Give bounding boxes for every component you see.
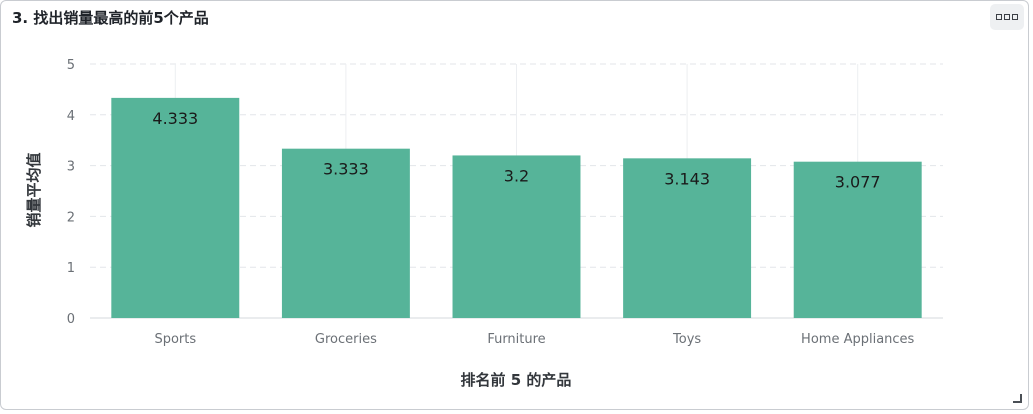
more-options-icon-dot [1012,14,1018,20]
bar-groceries [281,148,410,318]
y-axis-title: 销量平均值 [25,152,43,227]
bar-sports [111,97,240,318]
x-tick-labels: Sports Groceries Furniture Toys Home Applian… [154,332,914,347]
x-tick-label: Home Appliances [801,332,914,347]
x-axis-title: 排名前 5 的产品 [461,371,572,389]
y-tick-label: 0 [67,312,75,327]
y-tick-label: 3 [67,160,75,175]
x-tick-label: Furniture [487,332,545,347]
bar-home-appliances [793,161,922,318]
bars: 4.333 3.333 3.2 3.143 3.077 [111,97,922,318]
resize-handle-icon[interactable] [1013,394,1022,403]
bar-furniture [452,155,581,318]
bar-toys [623,158,752,318]
panel-title: 3. 找出销量最高的前5个产品 [12,9,209,27]
more-options-button[interactable] [990,4,1024,30]
data-label: 3.143 [664,169,710,188]
data-label: 3.333 [323,160,369,179]
x-tick-label: Groceries [315,332,377,347]
y-tick-label: 2 [67,210,75,225]
data-label: 4.333 [152,109,198,128]
y-tick-label: 1 [67,261,75,276]
x-tick-label: Sports [154,332,196,347]
more-options-icon [996,14,1002,20]
more-options-icon-dot [1004,14,1010,20]
data-label: 3.2 [504,166,529,185]
x-tick-label: Toys [672,332,701,347]
y-tick-labels: 0 1 2 3 4 5 [67,58,75,327]
y-tick-label: 4 [67,109,75,124]
y-tick-label: 5 [67,58,75,73]
data-label: 3.077 [835,173,881,192]
